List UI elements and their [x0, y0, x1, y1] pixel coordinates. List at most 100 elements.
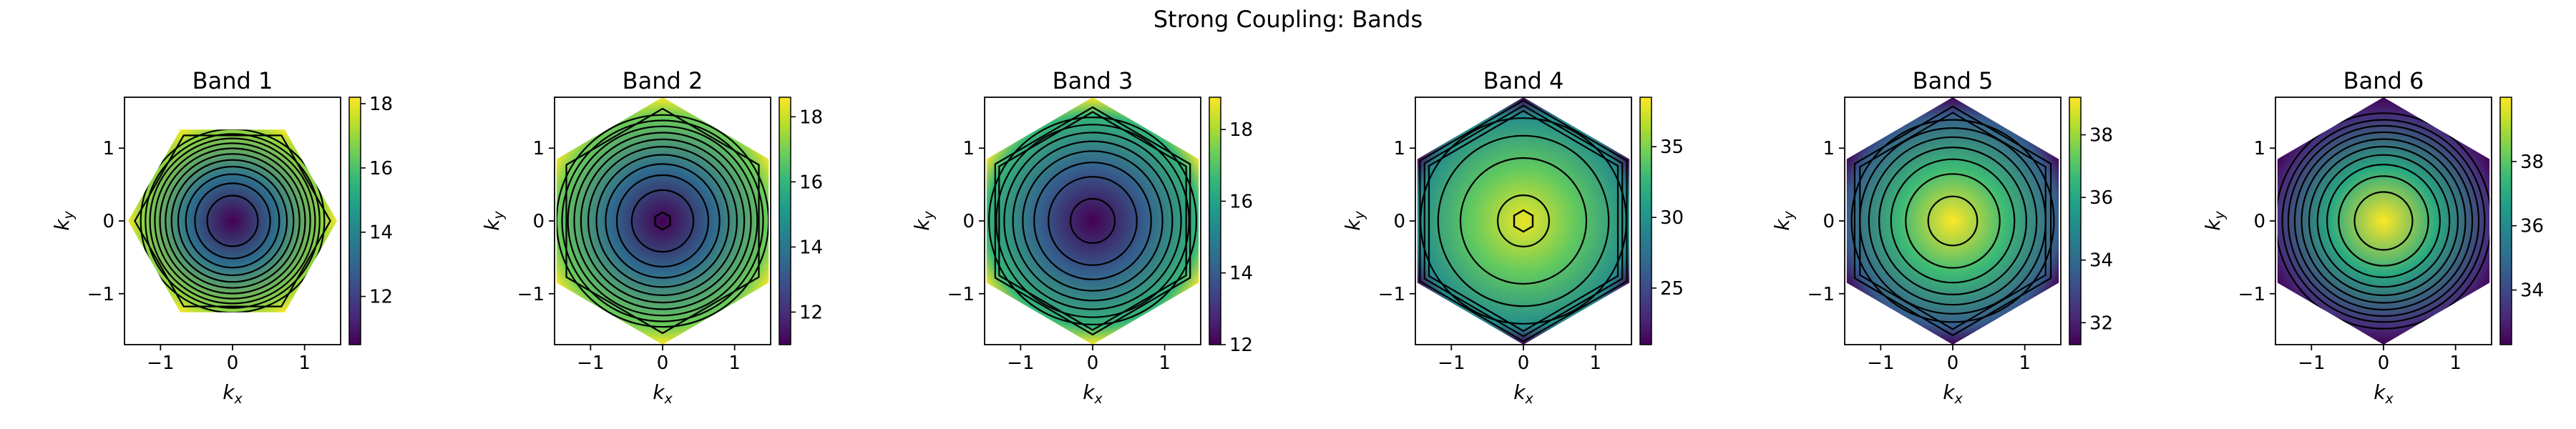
band-panel-2: Band 2 −1 0 1 −1 0 1 kx ky 12 14 16 18 [480, 67, 823, 407]
band-panel-3: Band 3 −1 0 1 −1 0 1 kx ky 12 14 16 18 [910, 67, 1253, 407]
y-tick-label: −1 [947, 284, 975, 305]
contour-ring [580, 138, 746, 304]
contour-ring [1423, 104, 1624, 337]
y-tick-label: 1 [102, 138, 114, 159]
colorbar-tick-label: 30 [1660, 207, 1684, 229]
brillouin-zone-fill [1417, 97, 1630, 345]
contour-lines [2277, 112, 2490, 330]
y-axis-label: ky [910, 211, 937, 231]
x-tick-label: −1 [577, 352, 604, 374]
colorbar-tick-label: 14 [369, 222, 393, 244]
y-tick-label: 0 [962, 211, 975, 232]
brillouin-zone-fill [1846, 97, 2059, 345]
x-tick-label: 1 [728, 352, 741, 374]
contour-ring [565, 107, 760, 335]
colorbar [2499, 97, 2512, 345]
contour-ring [154, 142, 311, 300]
colorbar-tick-label: 32 [2089, 312, 2113, 334]
colorbar-tick-label: 12 [799, 302, 823, 323]
center-contour [1513, 209, 1534, 233]
contour-lines [134, 129, 331, 312]
contour-ring [170, 159, 295, 283]
y-axis-label: ky [50, 211, 77, 231]
contour-ring [998, 111, 1187, 331]
center-contour [654, 211, 671, 231]
y-tick-label: −1 [517, 284, 545, 305]
contour-ring [194, 182, 271, 260]
x-tick-label: 1 [2449, 352, 2462, 374]
contour-ring [1022, 150, 1163, 292]
colorbar-tick-label: 18 [799, 107, 823, 128]
y-tick-label: −1 [2238, 284, 2265, 305]
x-tick-label: −1 [2298, 352, 2325, 374]
x-axis-label: kx [653, 380, 673, 407]
y-axis-label: ky [2201, 211, 2228, 231]
y-tick-label: 1 [1823, 138, 1835, 159]
contour-ring [556, 114, 769, 328]
contour-ring [1419, 99, 1628, 342]
x-tick-label: 0 [1518, 352, 1530, 374]
contour-ring [206, 194, 259, 247]
x-tick-label: −1 [147, 352, 174, 374]
x-axis-label: kx [1513, 380, 1533, 407]
contour-ring [605, 163, 721, 279]
colorbar-tick-label: 35 [1660, 137, 1684, 158]
contour-ring [2293, 131, 2474, 311]
y-tick-label: 0 [532, 211, 545, 232]
contour-ring [1497, 194, 1551, 248]
colorbar-tick-label: 38 [2089, 125, 2113, 147]
contour-ring [185, 173, 280, 269]
contour-ring [567, 125, 758, 317]
y-tick-label: 0 [102, 211, 114, 232]
y-tick-label: 0 [1393, 211, 1405, 232]
contour-ring [994, 106, 1191, 336]
x-tick-label: −1 [1007, 352, 1034, 374]
x-tick-label: 1 [298, 352, 311, 374]
contour-ring [1850, 119, 2055, 323]
contour-ring [1459, 157, 1588, 285]
contour-ring [2287, 124, 2480, 317]
contour-ring [595, 154, 730, 288]
y-axis-label: ky [1341, 211, 1367, 231]
contour-ring [1927, 195, 1979, 247]
colorbar [1639, 97, 1652, 345]
colorbar-tick-label: 38 [2520, 152, 2544, 173]
y-tick-label: 1 [1393, 138, 1405, 159]
contour-ring [573, 132, 752, 310]
colorbar-tick-label: 16 [799, 172, 823, 193]
band-panel-6: Band 6 −1 0 1 −1 0 1 kx ky 34 36 38 [2201, 67, 2544, 407]
band-panel-4: Band 4 −1 0 1 −1 0 1 kx ky 25 30 35 [1341, 67, 1684, 407]
colorbar [1209, 97, 1221, 345]
contour-ring [630, 189, 695, 253]
contour-ring [1003, 132, 1182, 310]
x-tick-label: −1 [1438, 352, 1465, 374]
colorbar-tick-label: 36 [2520, 216, 2544, 237]
colorbar-tick-label: 18 [369, 94, 393, 115]
x-tick-label: 1 [2019, 352, 2031, 374]
panel-title: Band 3 [1053, 67, 1133, 94]
contour-ring [134, 134, 331, 307]
brillouin-zone-fill [986, 97, 1199, 345]
x-tick-label: −1 [1867, 352, 1894, 374]
colorbar-tick-label: 12 [369, 287, 393, 308]
panel-title: Band 6 [2343, 67, 2424, 94]
panel-title: Band 1 [192, 67, 273, 94]
x-tick-label: 0 [1087, 352, 1099, 374]
figure-title: Strong Coupling: Bands [1153, 6, 1423, 33]
x-tick-label: 0 [227, 352, 239, 374]
x-tick-label: 1 [1589, 352, 1601, 374]
contour-ring [1853, 105, 2052, 337]
x-tick-label: 0 [1947, 352, 1959, 374]
contour-ring [1420, 117, 1627, 325]
contour-ring [2281, 119, 2486, 323]
contour-ring [2316, 154, 2451, 288]
colorbar-tick-label: 14 [799, 237, 823, 258]
contour-ring [2301, 138, 2467, 304]
contour-ring [1859, 127, 2047, 315]
colorbar-tick-label: 36 [2089, 187, 2113, 209]
contour-ring [1890, 158, 2016, 284]
y-tick-label: −1 [1378, 284, 1405, 305]
y-tick-label: 1 [532, 138, 545, 159]
panel-title: Band 2 [623, 67, 703, 94]
